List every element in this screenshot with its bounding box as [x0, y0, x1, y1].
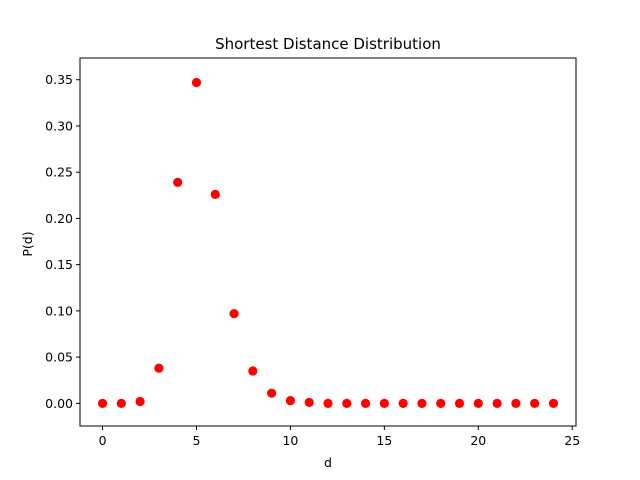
data-point [267, 388, 277, 398]
y-tick-label: 0.15 [45, 257, 73, 272]
data-point [436, 398, 446, 408]
data-point [511, 398, 521, 408]
y-tick-label: 0.20 [45, 211, 73, 226]
data-point [116, 398, 126, 408]
x-tick-label: 15 [376, 433, 392, 448]
data-point [398, 398, 408, 408]
data-point [97, 398, 108, 408]
data-point [530, 398, 540, 408]
data-point [473, 398, 483, 408]
chart-title: Shortest Distance Distribution [215, 35, 441, 53]
data-point [417, 398, 427, 408]
y-tick-label: 0.35 [45, 72, 73, 87]
data-points [97, 77, 559, 408]
y-tick-label: 0.00 [45, 396, 73, 411]
data-point [304, 397, 314, 408]
data-point [454, 398, 465, 408]
y-tick-label: 0.05 [45, 350, 73, 365]
x-tick-label: 25 [564, 433, 580, 448]
x-tick-label: 0 [99, 433, 107, 448]
x-tick-label: 10 [282, 433, 298, 448]
data-point [285, 395, 296, 406]
data-point [492, 398, 502, 408]
data-point [154, 363, 164, 373]
y-tick-label: 0.10 [45, 303, 73, 318]
x-tick-label: 5 [193, 433, 201, 448]
data-point [360, 398, 371, 408]
x-tick-label: 20 [470, 433, 486, 448]
data-point [323, 398, 333, 408]
axis-ticks: 0 5 10 15 20 25 0.00 0.05 0.10 0.15 0.20 0.25 0.30 0.… [45, 72, 580, 448]
data-point [135, 396, 145, 407]
data-point [210, 189, 220, 199]
data-point [548, 398, 559, 408]
data-point [191, 77, 202, 88]
data-point [342, 398, 352, 408]
plot-frame [79, 57, 577, 427]
data-point [248, 366, 258, 376]
data-point [173, 177, 183, 187]
data-point [379, 398, 389, 408]
data-point [229, 309, 239, 319]
y-tick-label: 0.25 [45, 165, 73, 180]
y-axis-label: P(d) [20, 231, 35, 256]
x-axis-label: d [324, 455, 332, 470]
y-tick-label: 0.30 [45, 118, 73, 133]
